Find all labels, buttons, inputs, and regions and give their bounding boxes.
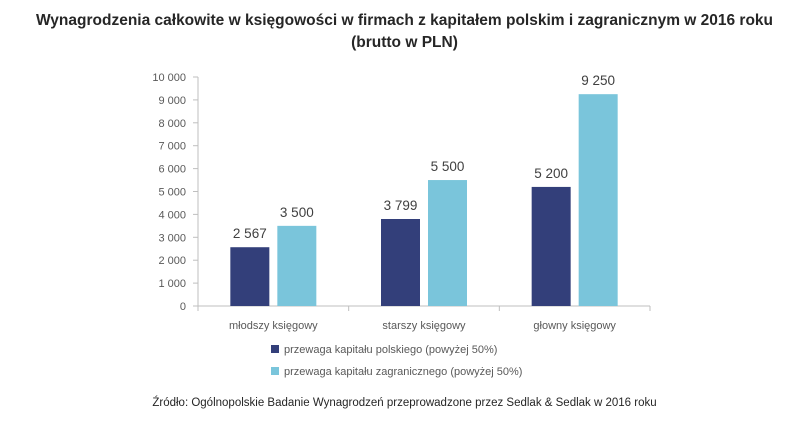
bar-value-label: 9 250 [581, 73, 615, 88]
bar-polish-capital [381, 219, 420, 306]
x-category-label: młodszy księgowy [229, 320, 318, 332]
bar-polish-capital [230, 247, 270, 306]
legend: przewaga kapitału polskiego (powyżej 50%… [271, 344, 522, 378]
bar-value-label: 3 500 [280, 205, 314, 220]
data-labels: 2 567 3 799 5 200 3 500 5 500 9 250 [233, 73, 615, 241]
bar-foreign-capital [277, 225, 317, 306]
legend-label: przewaga kapitału zagranicznego (powyżej… [284, 366, 522, 378]
bars [230, 94, 618, 306]
bar-value-label: 5 500 [431, 159, 465, 174]
x-category-label: głowny księgowy [533, 320, 616, 332]
bar-value-label: 2 567 [233, 226, 267, 241]
x-axis: młodszy księgowy starszy księgowy głowny k… [197, 305, 651, 332]
bar-foreign-capital [428, 180, 467, 306]
chart-subtitle: (brutto w PLN) [351, 34, 458, 51]
y-tick-label: 6 000 [158, 164, 186, 176]
y-axis: 0 1 000 2 000 3 000 4 000 5 000 6 000 7 000 8 00… [152, 72, 199, 313]
y-tick-label: 4 000 [158, 209, 186, 221]
y-tick-label: 5 000 [158, 187, 186, 199]
y-tick-label: 2 000 [158, 255, 186, 267]
bar-polish-capital [531, 186, 571, 306]
x-category-label: starszy księgowy [382, 320, 466, 332]
chart-title: Wynagrodzenia całkowite w księgowości w … [0, 10, 809, 54]
y-tick-label: 10 000 [152, 72, 186, 84]
y-tick-label: 3 000 [158, 232, 186, 244]
y-tick-label: 8 000 [158, 118, 186, 130]
chart-title-main: Wynagrodzenia całkowite w księgowości w … [35, 12, 774, 29]
legend-swatch [271, 345, 279, 353]
source-note: Źródło: Ogólnopolskie Badanie Wynagrodze… [152, 397, 657, 409]
y-tick-label: 7 000 [158, 141, 186, 153]
legend-label: przewaga kapitału polskiego (powyżej 50%… [284, 344, 497, 356]
bar-foreign-capital [578, 94, 618, 306]
y-tick-label: 0 [180, 301, 186, 313]
bar-value-label: 5 200 [534, 166, 568, 181]
y-tick-label: 1 000 [158, 278, 186, 290]
y-tick-label: 9 000 [158, 95, 186, 107]
bar-value-label: 3 799 [384, 198, 418, 213]
legend-swatch [271, 367, 279, 375]
